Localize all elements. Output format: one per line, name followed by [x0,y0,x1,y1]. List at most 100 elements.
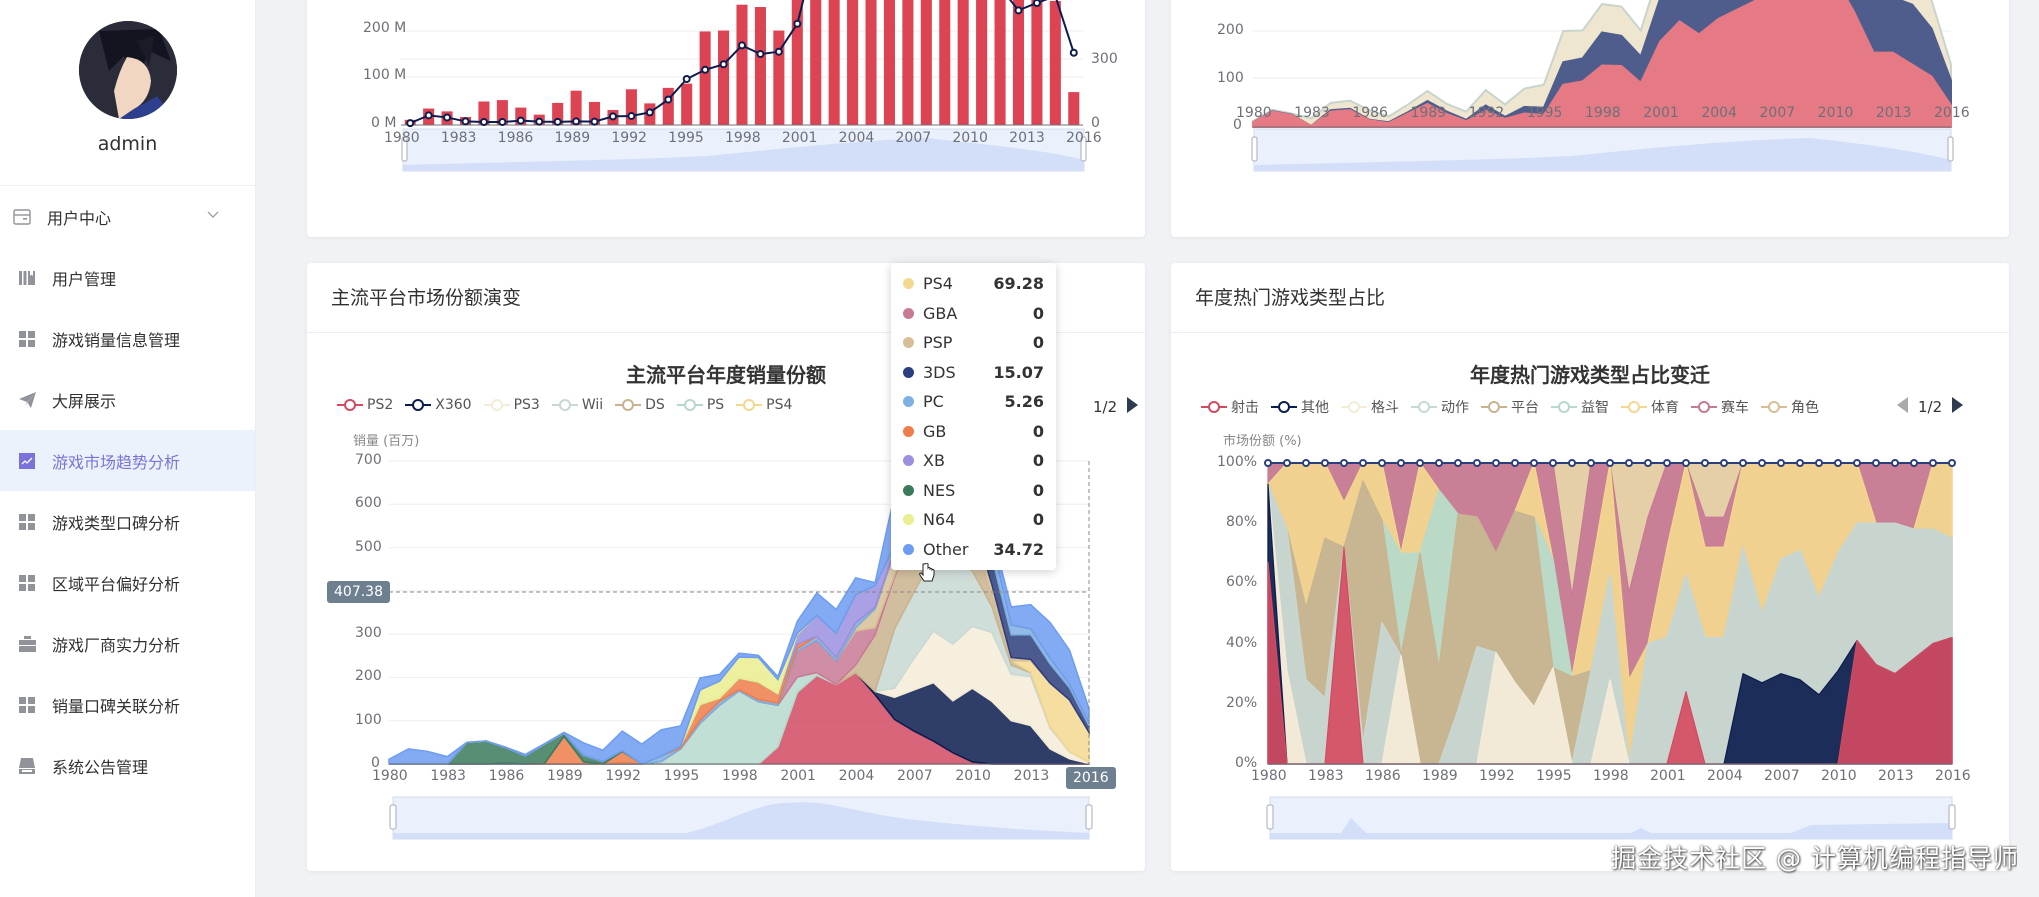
y-tick: 100% [1217,454,1258,470]
tooltip-series-value: 0 [1032,303,1044,323]
sidebar-item-region-platform[interactable]: 区域平台偏好分析 [0,552,255,613]
x-tick: 2004 [1707,768,1743,784]
sidebar-item-label: 游戏市场趋势分析 [52,452,181,472]
legend-item[interactable]: PS2 [337,397,393,413]
series-dot-icon [903,455,914,467]
legend-label: PS2 [367,397,394,413]
legend-prev-icon[interactable] [1897,397,1908,417]
tooltip-row: GB 0 [903,417,1044,447]
legend-item[interactable]: 角色 [1761,397,1819,417]
x-tick: 1980 [1236,105,1272,121]
sidebar-item-game-sales-management[interactable]: 游戏销量信息管理 [0,308,255,369]
sidebar-item-market-trend[interactable]: 游戏市场趋势分析 [0,430,255,491]
x-tick: 1986 [488,768,525,784]
x-tick: 2001 [780,768,816,784]
username: admin [97,133,158,155]
box-icon [18,757,36,775]
legend-label: X360 [435,397,472,413]
books-icon [18,269,36,287]
legend-label: PS3 [513,397,540,413]
legend-marker-icon [337,399,363,411]
legend-item[interactable]: X360 [405,397,472,413]
sidebar-item-label: 销量口碑关联分析 [52,696,181,716]
x-tick: 2001 [1650,768,1686,784]
chart-title: 主流平台年度销量份额 [626,363,826,387]
y-tick: 200 [1217,22,1244,38]
x-tick: 1995 [663,768,700,784]
grid-icon [18,574,36,592]
y-tick: 80% [1226,514,1258,531]
legend-item[interactable]: 体育 [1621,397,1679,417]
card-title: 主流平台市场份额演变 [307,263,1145,333]
x-tick: 2013 [1878,768,1914,784]
x-tick: 1983 [1294,105,1330,121]
x-tick: 1980 [372,768,408,784]
legend-label: 赛车 [1721,400,1749,416]
legend-marker-icon [1411,401,1437,413]
tooltip-series-name: 3DS [923,362,956,382]
legend-item[interactable]: 益智 [1551,397,1609,417]
legend-item[interactable]: PS [676,397,725,413]
send-icon [18,391,36,409]
legend-marker-icon [1691,401,1717,413]
sidebar-item-user-management[interactable]: 用户管理 [0,247,255,308]
avatar[interactable] [78,21,177,119]
x-tick: 1992 [1479,768,1515,784]
legend-item[interactable]: 平台 [1481,397,1539,417]
legend-item[interactable]: PS3 [483,397,540,413]
legend-label: PS [706,397,725,413]
legend-item[interactable]: PS4 [736,397,792,413]
tooltip-series-value: 34.72 [993,539,1044,559]
legend-page-indicator: 1/2 [1093,398,1118,416]
legend-item[interactable]: DS [615,397,665,413]
axis-pointer-x-label: 2016 [1066,767,1116,789]
sidebar-item-publisher-strength[interactable]: 游戏厂商实力分析 [0,613,255,674]
x-tick: 1992 [1468,105,1505,121]
page-scrollbar[interactable] [2017,0,2039,897]
sidebar-item-label: 用户中心 [47,208,112,228]
legend-next-icon[interactable] [1127,397,1139,417]
chart-tooltip: PS4 69.28 GBA 0 PSP 0 3DS 15.07 PC 5.26 GB 0 XB 0 NES 0… [891,263,1056,570]
axis-pointer-y-label: 407.38 [327,581,390,603]
genre-share-chart[interactable] [1171,263,2009,871]
legend-item[interactable]: 射击 [1201,397,1259,417]
x-tick: 1989 [1422,768,1458,784]
sales-bar-chart[interactable] [307,0,1145,237]
x-tick: 2010 [1821,768,1857,784]
y-tick: 60% [1226,574,1258,591]
grid-icon [18,513,36,531]
legend-next-icon[interactable] [1952,397,1964,417]
legend-item[interactable]: 赛车 [1691,397,1749,417]
briefcase-icon [18,635,36,653]
sidebar-item-big-screen[interactable]: 大屏展示 [0,369,255,430]
legend-item[interactable]: 格斗 [1341,397,1399,417]
sidebar-item-user-center[interactable]: 用户中心 [0,186,255,247]
legend-label: 体育 [1651,400,1679,416]
y-tick: 0 M [371,115,397,131]
sidebar-item-announcements[interactable]: 系统公告管理 [0,735,255,796]
stacked-area-chart-card: 200 100 0 1980 1983 1986 1989 1992 1995 1998 20… [1171,0,2009,237]
y-axis-label: 销量 (百万) [353,434,420,449]
legend-item[interactable]: 动作 [1411,397,1469,417]
x-tick: 1995 [1536,768,1572,784]
chart-legend: 射击 其他 格斗 动作 平台 益智 体育 赛车 角色 [1201,397,1831,417]
series-dot-icon [903,484,914,496]
x-tick: 1986 [1365,768,1401,784]
x-tick: 1989 [1410,105,1447,121]
legend-item[interactable]: Wii [551,397,603,413]
series-dot-icon [903,396,914,408]
legend-marker-icon [736,399,763,411]
stacked-area-chart[interactable] [1171,0,2009,237]
hand-cursor-icon [918,562,936,589]
tooltip-series-value: 15.07 [993,362,1044,382]
sidebar-item-genre-reputation[interactable]: 游戏类型口碑分析 [0,491,255,552]
sidebar-item-sales-reputation[interactable]: 销量口碑关联分析 [0,674,255,735]
legend-marker-icon [1621,401,1647,413]
tooltip-series-name: PSP [923,333,953,353]
legend-marker-icon [676,399,703,411]
legend-label: 动作 [1441,400,1469,416]
legend-item[interactable]: 其他 [1271,397,1329,417]
series-dot-icon [903,514,914,526]
x-tick: 2016 [1935,768,1971,784]
